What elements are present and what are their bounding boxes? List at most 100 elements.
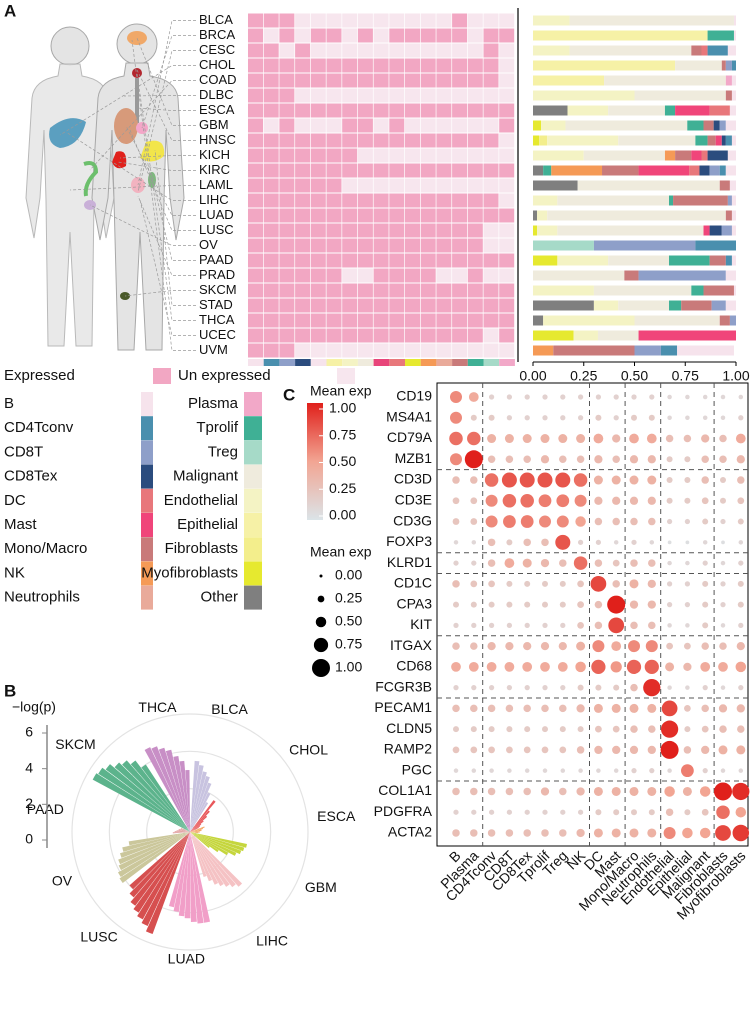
heat-cell — [436, 43, 452, 58]
colorbar-label: 1.00 — [329, 400, 356, 416]
gene-label: PGC — [402, 761, 432, 777]
colorbar — [307, 403, 323, 520]
radial-bar — [190, 832, 198, 834]
dot — [519, 472, 535, 488]
colorbar-label: 0.50 — [329, 453, 356, 469]
heat-cell — [499, 58, 515, 73]
axis-title: −log(p) — [12, 699, 56, 715]
heat-cell — [483, 43, 499, 58]
dot — [489, 768, 494, 773]
heat-cell — [326, 73, 342, 88]
heat-cell — [499, 28, 515, 43]
bar-segment — [533, 75, 605, 86]
dot — [629, 496, 639, 505]
dot — [523, 787, 531, 796]
heat-cell — [373, 178, 389, 193]
heat-cell — [420, 133, 436, 148]
heat-cell — [326, 103, 342, 118]
dot — [645, 640, 658, 653]
radial-bar — [178, 828, 190, 832]
dot — [576, 455, 585, 464]
breast — [136, 122, 148, 134]
heat-cell — [373, 28, 389, 43]
heat-cell — [248, 208, 263, 223]
heat-cell — [405, 238, 420, 253]
gene-label: CPA3 — [396, 595, 432, 611]
leader-line — [65, 131, 196, 201]
legend-swatch — [244, 440, 262, 465]
bar-segment — [677, 345, 734, 356]
colorbar-label: 0.75 — [329, 426, 356, 442]
heat-cell — [436, 283, 452, 298]
heat-cell — [263, 13, 279, 28]
bar-segment — [533, 30, 708, 41]
gene-label: COL1A1 — [378, 782, 432, 798]
heat-cell — [310, 298, 326, 313]
legend-label: Fibroblasts — [165, 540, 238, 557]
dot — [685, 560, 690, 566]
heat-cell — [467, 13, 483, 28]
dot — [667, 623, 672, 628]
heat-cell — [373, 313, 389, 328]
bar-segment — [719, 165, 726, 176]
heat-cell — [326, 163, 342, 178]
heat-cell — [279, 238, 295, 253]
radial-bar — [190, 829, 202, 832]
heat-cell — [295, 283, 311, 298]
dot — [718, 662, 728, 672]
heat-cell — [405, 28, 420, 43]
heat-cell — [295, 313, 311, 328]
dot — [631, 809, 637, 816]
heat-cell — [342, 193, 358, 208]
dot — [648, 559, 656, 567]
heat-cell — [342, 163, 358, 178]
bar-segment — [638, 270, 726, 281]
heat-cell — [467, 268, 483, 283]
dot — [591, 659, 606, 675]
heat-cell — [373, 253, 389, 268]
dot — [453, 685, 459, 691]
dot — [595, 809, 602, 816]
body-illustration — [25, 23, 185, 351]
dot — [595, 539, 602, 545]
heat-cell — [483, 163, 499, 178]
leader-line — [125, 125, 196, 216]
bar-segment — [719, 315, 730, 326]
legend-swatch — [141, 537, 153, 562]
dot — [629, 455, 639, 464]
heat-cell — [499, 13, 515, 28]
bar-segment — [703, 120, 714, 131]
dot — [613, 415, 619, 421]
dot — [485, 515, 498, 528]
bar-segment — [551, 165, 603, 176]
row-label: CHOL — [199, 57, 235, 72]
heat-cell — [483, 178, 499, 193]
dot — [486, 662, 497, 672]
heat-cell — [357, 253, 373, 268]
heat-cell — [373, 208, 389, 223]
row-label: DLBC — [199, 87, 234, 102]
dot — [701, 455, 709, 464]
heat-cell — [295, 28, 311, 43]
dot — [594, 621, 603, 630]
bar-segment — [533, 330, 574, 341]
radial-bar — [151, 746, 190, 832]
bar-segment — [691, 150, 702, 161]
heat-cell — [263, 223, 279, 238]
heat-cell — [436, 268, 452, 283]
heat-cell — [279, 73, 295, 88]
bar-segment — [634, 90, 726, 101]
y-tick-label: 2 — [25, 795, 33, 811]
dot — [540, 641, 550, 651]
heat-cell — [436, 178, 452, 193]
bar-segment — [719, 180, 730, 191]
radial-bar — [190, 832, 211, 923]
bar-segment — [675, 60, 722, 71]
dot — [667, 540, 672, 545]
dot — [487, 538, 496, 547]
radial-bar — [137, 832, 190, 920]
heat-cell — [279, 313, 295, 328]
dot — [487, 641, 496, 651]
heat-cell — [436, 343, 452, 358]
heat-cell — [405, 58, 420, 73]
